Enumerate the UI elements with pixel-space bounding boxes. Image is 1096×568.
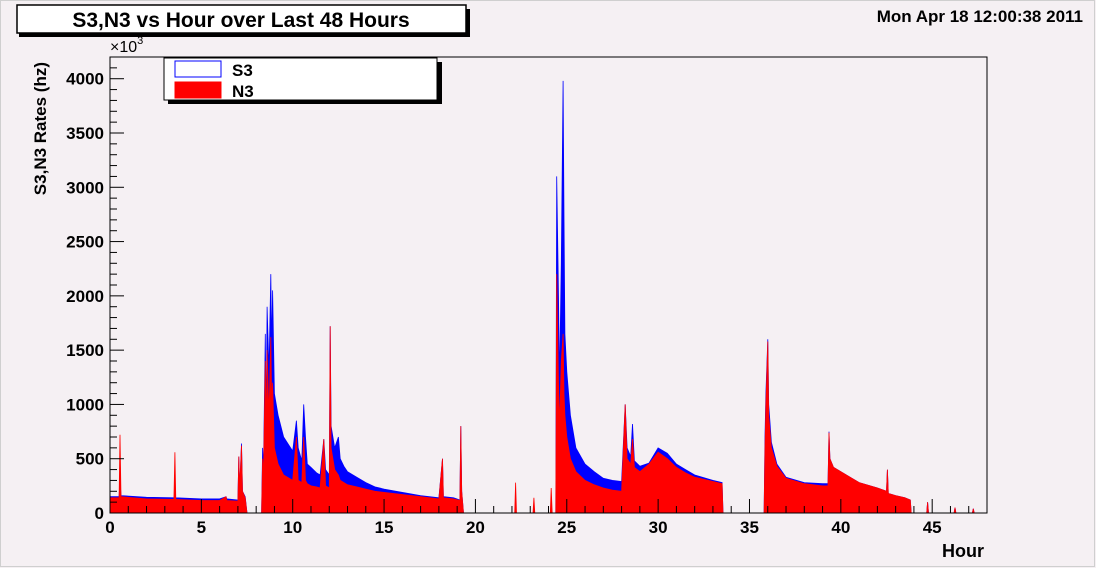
x-tick-label: 5 [197, 518, 206, 537]
x-tick-label: 25 [557, 518, 576, 537]
axis-layer: 0 5 10 15 20 25 30 35 40 45 0 500 1000 1500 2000 2500 30… [66, 56, 988, 537]
legend: S3 N3 [163, 57, 442, 104]
y-axis-label: S3,N3 Rates (hz) [31, 62, 50, 195]
y-tick-label: 4000 [66, 70, 104, 89]
y-tick-label: 3500 [66, 124, 104, 143]
x-tick-label: 15 [375, 518, 394, 537]
x-axis-label: Hour [942, 541, 984, 561]
y-multiplier-exponent: 3 [137, 35, 143, 47]
x-tick-label: 40 [831, 518, 850, 537]
x-tick-label: 10 [283, 518, 302, 537]
y-tick-label: 1000 [66, 395, 104, 414]
timestamp: Mon Apr 18 12:00:38 2011 [877, 7, 1083, 26]
x-tick-label: 45 [923, 518, 942, 537]
y-tick-label: 0 [95, 504, 104, 523]
y-tick-label: 1500 [66, 341, 104, 360]
x-tick-label: 35 [740, 518, 759, 537]
legend-swatch-n3 [174, 81, 222, 99]
plot-area [110, 57, 987, 513]
x-tick-label: 30 [649, 518, 668, 537]
x-tick-label: 0 [105, 518, 114, 537]
y-multiplier-base: ×10 [110, 39, 137, 56]
y-multiplier: ×103 [110, 35, 143, 56]
x-tick-label: 20 [466, 518, 485, 537]
y-tick-label: 2000 [66, 287, 104, 306]
title-box [16, 4, 467, 34]
chart-title: S3,N3 vs Hour over Last 48 Hours [72, 9, 409, 32]
y-tick-label: 2500 [66, 233, 104, 252]
legend-swatch-s3 [174, 60, 222, 78]
y-tick-label: 500 [76, 450, 104, 469]
legend-label-n3: N3 [232, 82, 254, 101]
legend-label-s3: S3 [232, 61, 253, 80]
y-tick-label: 3000 [66, 178, 104, 197]
series-area-n3 [109, 274, 987, 514]
